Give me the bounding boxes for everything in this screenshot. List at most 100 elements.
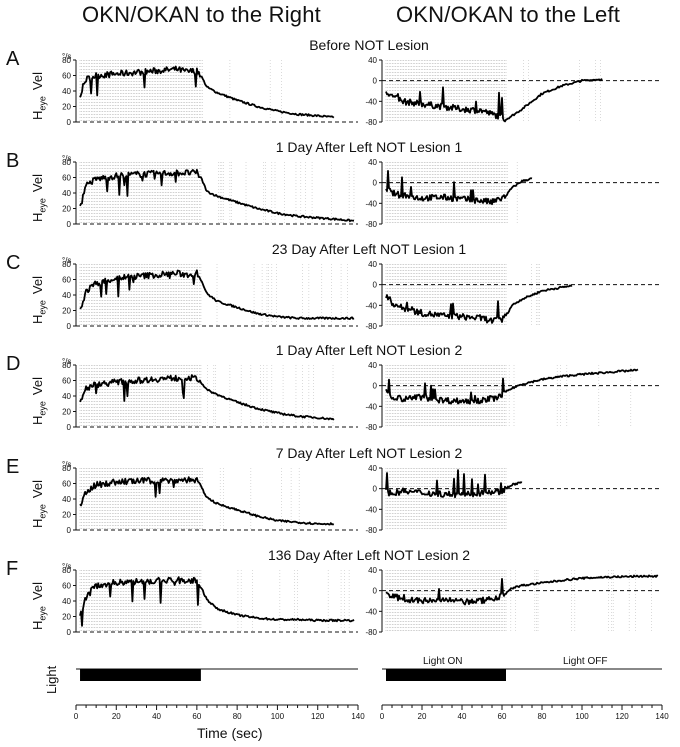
y-tick-label: 0 bbox=[373, 485, 378, 494]
x-tick-label: 60 bbox=[498, 712, 507, 721]
y-tick-label: 0 bbox=[373, 77, 378, 86]
y-tick-label: 80 bbox=[62, 361, 71, 370]
panel-title-b: 1 Day After Left NOT Lesion 1 bbox=[275, 139, 463, 155]
x-tick-label: 0 bbox=[380, 712, 385, 721]
y-tick-label: 60 bbox=[62, 276, 71, 285]
panel-a-right: 0 20 40 60 80 bbox=[62, 56, 358, 127]
x-tick-label: 60 bbox=[192, 712, 201, 721]
panel-c-left: -80 -40 0 40 bbox=[365, 260, 662, 331]
velocity-series bbox=[385, 368, 639, 405]
y-tick-label: -40 bbox=[365, 505, 377, 514]
panel-letter-d: D bbox=[6, 353, 21, 375]
y-tick-label: 40 bbox=[62, 597, 71, 606]
velocity-series bbox=[385, 574, 659, 606]
panel-b-left: -80 -40 0 40 bbox=[365, 158, 662, 229]
x-tick-label: 0 bbox=[74, 712, 79, 721]
light-on-label: Light ON bbox=[423, 656, 463, 667]
y-tick-label: -80 bbox=[365, 118, 377, 127]
x-tick-label: 140 bbox=[655, 712, 669, 721]
y-tick-label: -40 bbox=[365, 199, 377, 208]
y-tick-label: 0 bbox=[67, 220, 72, 229]
y-tick-label: -40 bbox=[365, 97, 377, 106]
y-tick-label: 40 bbox=[368, 260, 377, 269]
x-tick-label: 120 bbox=[615, 712, 629, 721]
unit-label: °/s bbox=[62, 52, 72, 61]
light-panel-left: 0 20 40 60 80 100 120 140 bbox=[380, 668, 669, 721]
y-tick-label: 0 bbox=[67, 118, 72, 127]
x-tick-label: 40 bbox=[458, 712, 467, 721]
y-tick-label: 0 bbox=[67, 322, 72, 331]
light-panel-right: 0 20 40 60 80 100 120 140 bbox=[74, 668, 365, 721]
x-tick-label: 100 bbox=[575, 712, 589, 721]
y-tick-label: 0 bbox=[67, 423, 72, 432]
velocity-series bbox=[79, 576, 355, 627]
y-tick-label: 60 bbox=[62, 377, 71, 386]
y-tick-label: 40 bbox=[62, 87, 71, 96]
y-tick-label: 20 bbox=[62, 307, 71, 316]
y-tick-label: -80 bbox=[365, 628, 377, 637]
y-tick-label: 40 bbox=[62, 392, 71, 401]
unit-label: °/s bbox=[62, 460, 72, 469]
velocity-series bbox=[385, 284, 573, 324]
y-tick-label: 80 bbox=[62, 56, 71, 65]
velocity-series bbox=[79, 269, 355, 320]
y-tick-label: 60 bbox=[62, 174, 71, 183]
left-column-title: OKN/OKAN to the Left bbox=[396, 2, 621, 27]
y-tick-label: 0 bbox=[67, 628, 72, 637]
y-tick-label: 40 bbox=[368, 566, 377, 575]
y-tick-label: 40 bbox=[368, 158, 377, 167]
panel-letter-e: E bbox=[6, 456, 20, 478]
panel-title-e: 7 Day After Left NOT Lesion 2 bbox=[275, 445, 463, 461]
velocity-series bbox=[385, 78, 603, 123]
y-tick-label: 60 bbox=[62, 480, 71, 489]
y-tick-label: 0 bbox=[373, 179, 378, 188]
x-tick-label: 80 bbox=[538, 712, 547, 721]
y-tick-label: 40 bbox=[62, 495, 71, 504]
y-tick-label: 80 bbox=[62, 158, 71, 167]
velocity-series bbox=[79, 374, 335, 421]
y-tick-label: 0 bbox=[67, 526, 72, 535]
panel-f-right: 0 20 40 60 80 bbox=[62, 566, 358, 637]
panel-title-f: 136 Day After Left NOT Lesion 2 bbox=[267, 547, 471, 563]
y-tick-label: 20 bbox=[62, 103, 71, 112]
panel-d-right: 0 20 40 60 80 bbox=[62, 361, 358, 432]
y-tick-label: 20 bbox=[62, 613, 71, 622]
x-tick-label: 80 bbox=[233, 712, 242, 721]
light-on-bar bbox=[386, 669, 506, 681]
y-tick-label: 40 bbox=[368, 464, 377, 473]
x-tick-label: 120 bbox=[311, 712, 325, 721]
velocity-series bbox=[385, 170, 533, 206]
panel-letter-a: A bbox=[6, 48, 20, 70]
y-tick-label: 40 bbox=[62, 291, 71, 300]
y-tick-label: -80 bbox=[365, 220, 377, 229]
light-off-label: Light OFF bbox=[563, 656, 608, 667]
panel-letter-f: F bbox=[6, 558, 19, 580]
y-tick-label: -40 bbox=[365, 301, 377, 310]
y-tick-label: -40 bbox=[365, 402, 377, 411]
panel-f-left: -80 -40 0 40 bbox=[365, 566, 662, 637]
unit-label: °/s bbox=[62, 256, 72, 265]
y-tick-label: 60 bbox=[62, 582, 71, 591]
y-tick-label: 40 bbox=[368, 361, 377, 370]
y-tick-label: 60 bbox=[62, 72, 71, 81]
y-tick-label: 80 bbox=[62, 566, 71, 575]
y-tick-label: 20 bbox=[62, 205, 71, 214]
right-column-title: OKN/OKAN to the Right bbox=[82, 2, 321, 27]
x-tick-label: 20 bbox=[418, 712, 427, 721]
unit-label: °/s bbox=[62, 357, 72, 366]
panel-title-a: Before NOT Lesion bbox=[309, 37, 429, 53]
y-tick-label: 0 bbox=[373, 587, 378, 596]
panel-a-left: -80 -40 0 40 bbox=[365, 56, 662, 127]
y-tick-label: 80 bbox=[62, 260, 71, 269]
panel-title-d: 1 Day After Left NOT Lesion 2 bbox=[275, 342, 463, 358]
panel-e-left: -80 -40 0 40 bbox=[365, 464, 662, 535]
velocity-series bbox=[79, 168, 355, 223]
y-tick-label: -80 bbox=[365, 526, 377, 535]
y-tick-label: 40 bbox=[368, 56, 377, 65]
y-tick-label: -80 bbox=[365, 423, 377, 432]
panel-e-right: 0 20 40 60 80 bbox=[62, 464, 358, 535]
unit-label: °/s bbox=[62, 154, 72, 163]
y-tick-label: 0 bbox=[373, 382, 378, 391]
y-tick-label: 20 bbox=[62, 511, 71, 520]
y-tick-label: 80 bbox=[62, 464, 71, 473]
